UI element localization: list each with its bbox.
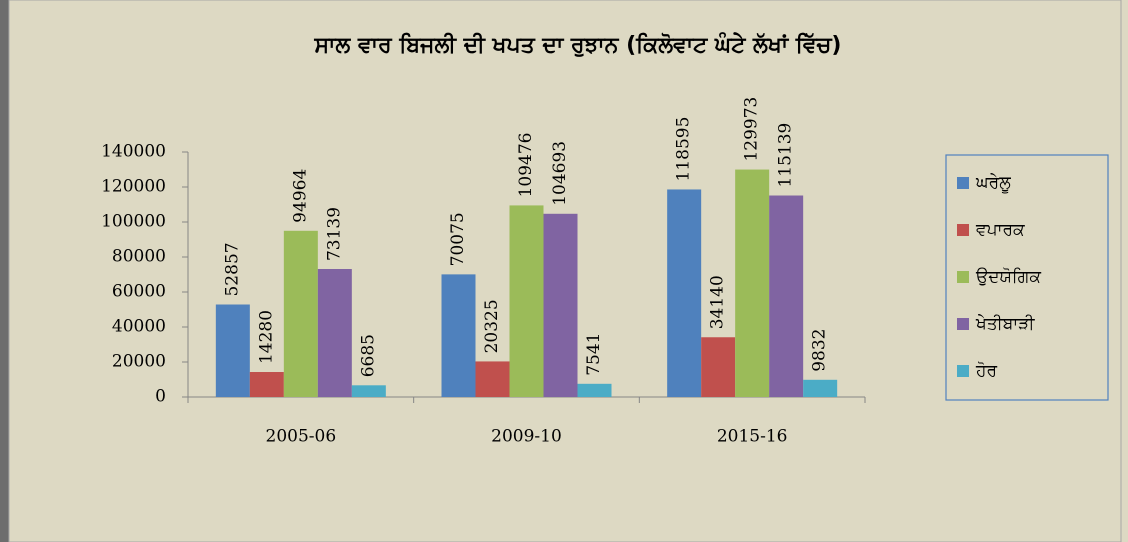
legend-label: ਹੋਰ <box>975 361 997 381</box>
legend-label: ਵਪਾਰਕ <box>975 220 1025 240</box>
legend-label: ਖੇਤੀਬਾੜੀ <box>975 314 1035 334</box>
y-tick-label: 100000 <box>101 212 166 232</box>
y-tick-label: 60000 <box>112 282 166 302</box>
legend-label: ਘਰੇਲੂ <box>975 173 1011 193</box>
bar <box>475 361 510 397</box>
data-label: 109476 <box>516 133 536 198</box>
data-label: 115139 <box>776 123 796 188</box>
bar <box>249 372 284 397</box>
left-border <box>0 0 9 542</box>
data-label: 14280 <box>256 310 276 364</box>
data-label: 73139 <box>324 207 344 261</box>
data-label: 9832 <box>810 329 830 372</box>
legend-swatch <box>957 365 969 377</box>
y-tick-label: 140000 <box>101 142 166 162</box>
bar <box>317 269 352 397</box>
legend-label: ਉਦਯੋਗਿਕ <box>975 267 1041 287</box>
y-tick-label: 120000 <box>101 177 166 197</box>
bar <box>215 304 250 397</box>
y-tick-label: 0 <box>155 387 166 407</box>
chart-title: ਸਾਲ ਵਾਰ ਬਿਜਲੀ ਦੀ ਖਪਤ ਦਾ ਰੁਝਾਨ (ਕਿਲੋਵਾਟ ਘ… <box>313 31 841 58</box>
data-label: 34140 <box>708 275 728 329</box>
data-label: 7541 <box>584 333 604 376</box>
legend-swatch <box>957 224 969 236</box>
bar <box>577 383 612 397</box>
y-tick-label: 40000 <box>112 317 166 337</box>
bar <box>735 169 770 397</box>
data-label: 52857 <box>222 242 242 296</box>
data-label: 129973 <box>742 97 762 162</box>
frame <box>8 0 1122 542</box>
legend-swatch <box>957 177 969 189</box>
legend-swatch <box>957 271 969 283</box>
legend-swatch <box>957 318 969 330</box>
data-label: 6685 <box>358 334 378 377</box>
data-label: 118595 <box>674 117 694 182</box>
data-label: 20325 <box>482 299 502 353</box>
bar <box>283 230 318 397</box>
bar <box>667 189 702 397</box>
x-tick-label: 2015-16 <box>717 427 788 447</box>
bar <box>701 337 736 397</box>
bar <box>543 213 578 397</box>
bar <box>769 195 804 397</box>
bar <box>803 379 838 397</box>
bar <box>509 205 544 397</box>
bar <box>351 385 386 397</box>
y-tick-label: 80000 <box>112 247 166 267</box>
data-label: 70075 <box>448 212 468 266</box>
legend-box <box>945 154 1109 401</box>
bar <box>441 274 476 397</box>
data-label: 104693 <box>550 141 570 206</box>
x-tick-label: 2005-06 <box>266 427 337 447</box>
x-tick-label: 2009-10 <box>491 427 562 447</box>
y-tick-label: 20000 <box>112 352 166 372</box>
data-label: 94964 <box>290 169 310 223</box>
